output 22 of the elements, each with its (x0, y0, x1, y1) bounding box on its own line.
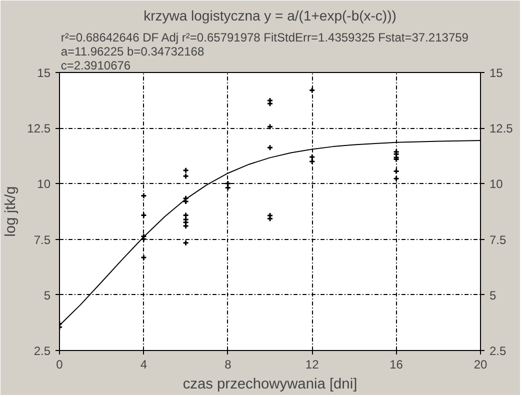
y2-tick-label: 10 (490, 177, 504, 192)
x-tick-label: 8 (224, 358, 232, 372)
x-tick-label: 20 (474, 358, 488, 372)
y2-tick-label: 15 (490, 66, 504, 80)
chart-title: krzywa logistyczna y = a/(1+exp(-b(x-c))) (144, 8, 396, 24)
y2-tick-label: 5 (490, 288, 496, 302)
chart-subtitle: r²=0.68642646 DF Adj r²=0.65791978 FitStdErr=1.4359325 Fstat=37.213759 a=11.96225 b=0.34732168 c=2.3910676 (60, 30, 469, 72)
y-tick-label: 12.5 (27, 122, 51, 136)
y2-tick-label: 12.5 (490, 122, 514, 136)
y2-tick-label: 2.5 (490, 344, 507, 358)
x-tick-label: 12 (305, 358, 320, 372)
x-tick-label: 0 (56, 358, 64, 372)
y-tick-label: 10 (37, 177, 51, 192)
y2-tick-label: 7.5 (490, 232, 507, 247)
y-tick-label: 2.5 (34, 344, 51, 358)
x-tick-label: 16 (390, 358, 404, 372)
y-tick-label: 7.5 (34, 232, 51, 247)
y-tick-label: 15 (37, 66, 51, 80)
y-tick-label: 5 (44, 288, 51, 302)
y-axis-title: log jtk/g (3, 186, 20, 237)
x-axis-title: czas przechowywania [dni] (182, 376, 358, 392)
x-tick-label: 4 (140, 358, 148, 372)
